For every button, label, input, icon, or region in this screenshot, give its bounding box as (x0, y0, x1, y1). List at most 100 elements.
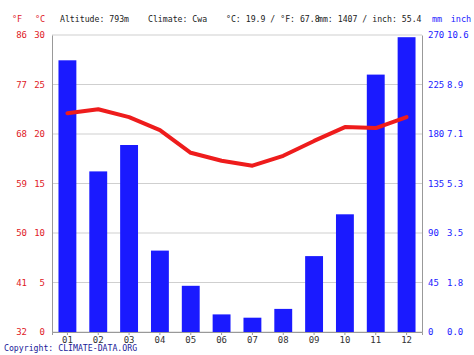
tick: 135 (422, 179, 444, 189)
grid-line (52, 84, 422, 85)
axis-yticks: 0 5 10 15 20 25 30 (34, 30, 52, 337)
tick-label: 15 (34, 179, 45, 189)
tick-label: 0 (428, 327, 433, 337)
tick-label: 59 (16, 179, 27, 189)
axis-title: °F (12, 14, 22, 24)
header-text: °C: 19.9 / °F: 67.8 (226, 14, 320, 24)
tick-label: 09 (309, 335, 320, 345)
tick: 3.5 (447, 228, 463, 238)
header-text: Climate: Cwa (148, 14, 207, 24)
grid-line (52, 35, 422, 36)
tick: 68 (16, 129, 27, 139)
tick: 10 (339, 332, 350, 345)
tick: 0 (422, 327, 433, 337)
tick-label: 08 (278, 335, 289, 345)
tick-label: 04 (154, 335, 165, 345)
tick-label: 06 (216, 335, 227, 345)
bar (151, 251, 169, 332)
bar (398, 37, 416, 332)
tick-label: 05 (185, 335, 196, 345)
tick: 45 (422, 278, 439, 288)
tick: 86 (16, 30, 27, 40)
tick: 25 (34, 80, 52, 90)
tick: 12 (401, 332, 412, 345)
tick-label: 32 (16, 327, 27, 337)
tick: 77 (16, 80, 27, 90)
bar (120, 145, 138, 332)
axis-title: mm (432, 14, 442, 24)
tick: 8.9 (447, 80, 463, 90)
header-text: mm: 1407 / inch: 55.4 (318, 14, 422, 24)
tick: 32 (16, 327, 27, 337)
axis-line (52, 36, 53, 333)
tick-label: 68 (16, 129, 27, 139)
axis-title: inch (451, 14, 471, 24)
tick-label: 5.3 (447, 179, 463, 189)
tick: 06 (216, 332, 227, 345)
tick-label: 8.9 (447, 80, 463, 90)
bar (89, 171, 107, 332)
header-text: Altitude: 793m (60, 14, 129, 24)
tick-label: 20 (34, 129, 45, 139)
tick: 0 (40, 327, 52, 337)
bar (213, 314, 231, 332)
tick: 0.0 (447, 327, 463, 337)
bar (182, 286, 200, 332)
tick: 04 (154, 332, 165, 345)
tick: 05 (185, 332, 196, 345)
tick-label: 135 (428, 179, 444, 189)
axis-line (422, 36, 423, 333)
tick-label: 86 (16, 30, 27, 40)
tick-label: 0.0 (447, 327, 463, 337)
tick-label: 90 (428, 228, 439, 238)
tick: 11 (370, 332, 381, 345)
tick: 59 (16, 179, 27, 189)
bar (243, 318, 261, 332)
bar (336, 214, 354, 332)
grid-line (52, 183, 422, 184)
axis-title: °C (35, 14, 45, 24)
tick-label: 10.6 (447, 30, 469, 40)
axis-y4ticks: 0.0 1.8 3.5 5.3 7.1 8.9 10.6 (447, 30, 469, 337)
tick: 225 (422, 80, 444, 90)
tick: 5.3 (447, 179, 463, 189)
tick: 08 (278, 332, 289, 345)
tick: 7.1 (447, 129, 463, 139)
tick-label: 1.8 (447, 278, 463, 288)
tick: 20 (34, 129, 52, 139)
tick: 180 (422, 129, 444, 139)
plot-area (58, 37, 415, 332)
tick-label: 12 (401, 335, 412, 345)
axis-y2ticks: 0 45 90 135 180 225 270 (422, 30, 444, 337)
tick: 90 (422, 228, 439, 238)
tick-label: 11 (370, 335, 381, 345)
line (67, 109, 406, 165)
tick-label: 07 (247, 335, 258, 345)
tick: 50 (16, 228, 27, 238)
tick-label: 225 (428, 80, 444, 90)
axis-y3ticks: 32 41 50 59 68 77 86 (16, 30, 27, 337)
grid-line (52, 134, 422, 135)
bar (367, 75, 385, 332)
tick: 5 (40, 278, 52, 288)
tick: 30 (34, 30, 52, 40)
tick: 1.8 (447, 278, 463, 288)
bar (305, 256, 323, 332)
grid (52, 35, 422, 332)
tick: 15 (34, 179, 52, 189)
bar (274, 309, 292, 332)
tick: 10.6 (447, 30, 469, 40)
tick: 41 (16, 278, 27, 288)
tick: 10 (34, 228, 52, 238)
tick-label: 77 (16, 80, 27, 90)
tick-label: 10 (34, 228, 45, 238)
grid-line (52, 233, 422, 234)
grid-line (52, 282, 422, 283)
tick-label: 45 (428, 278, 439, 288)
tick: 270 (422, 30, 444, 40)
tick: 09 (309, 332, 320, 345)
tick-label: 3.5 (447, 228, 463, 238)
tick-label: 270 (428, 30, 444, 40)
tick: 07 (247, 332, 258, 345)
tick-label: 0 (40, 327, 45, 337)
